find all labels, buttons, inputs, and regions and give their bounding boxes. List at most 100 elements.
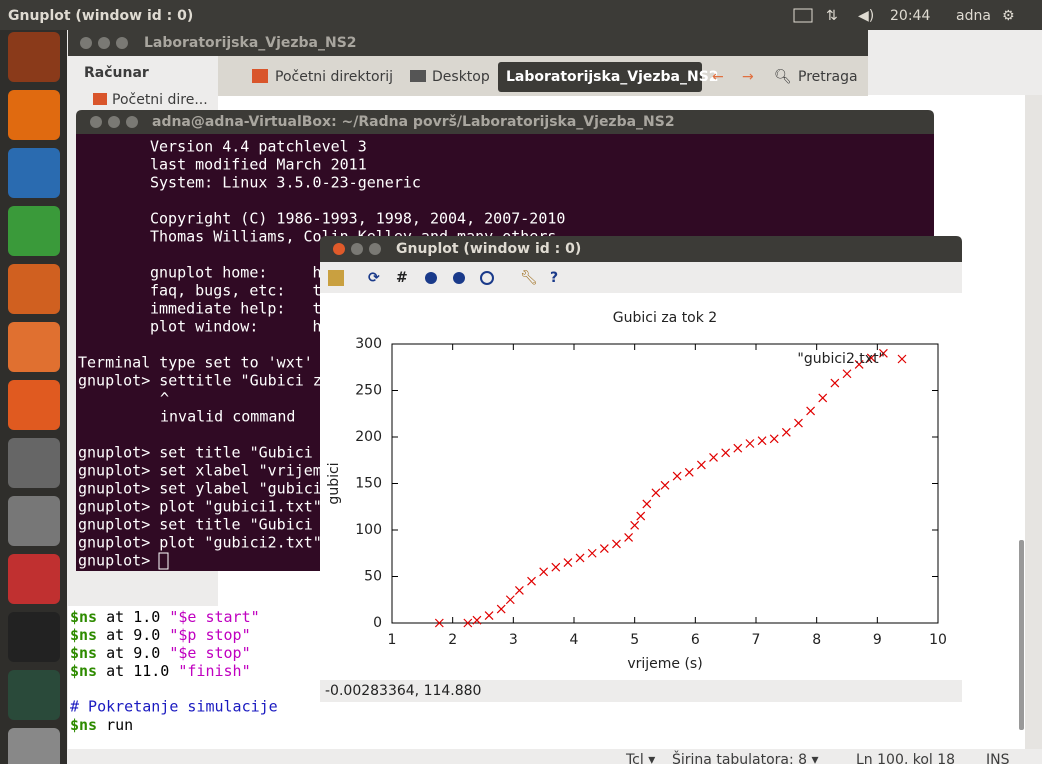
sidebar-item[interactable]: Početni dire...: [112, 92, 208, 108]
status-item[interactable]: Širina tabulatora: 8 ▾: [672, 750, 819, 764]
path-button[interactable]: Početni direktorij: [275, 69, 393, 85]
code-token: at 11.0: [97, 662, 178, 680]
gnuplot-titlebar: [320, 236, 962, 262]
maximize-button[interactable]: [116, 37, 128, 49]
data-point: [769, 434, 779, 444]
terminal-line: gnuplot> settitle "Gubici z: [78, 372, 322, 390]
y-tick-label: 300: [355, 336, 382, 352]
code-token: run: [97, 716, 133, 734]
user-name[interactable]: adna: [956, 8, 991, 24]
launcher-icon[interactable]: [8, 206, 60, 256]
data-point: [842, 369, 852, 379]
data-point: [818, 393, 828, 403]
close-button[interactable]: [90, 116, 102, 128]
scroll-thumb[interactable]: [1019, 540, 1024, 730]
y-tick-label: 150: [355, 476, 382, 492]
terminal-line: gnuplot>: [78, 552, 159, 570]
zoom-button[interactable]: [425, 272, 437, 284]
data-point: [599, 544, 609, 554]
x-tick-label: 9: [873, 632, 882, 648]
replot-button[interactable]: ⟳: [368, 270, 380, 286]
terminal-line: Version 4.4 patchlevel 3: [150, 138, 367, 156]
data-point: [636, 511, 646, 521]
back-button[interactable]: ←: [712, 69, 724, 85]
terminal-line: Terminal type set to 'wxt': [78, 354, 313, 372]
zoom-button[interactable]: [480, 271, 494, 285]
terminal-line: gnuplot> set ylabel "gubici: [78, 480, 322, 498]
code-token: "$e stop": [169, 644, 250, 662]
launcher-icon[interactable]: [8, 728, 60, 764]
search-icon[interactable]: 🔍︎: [774, 69, 792, 85]
launcher-icon[interactable]: [8, 438, 60, 488]
launcher-icon[interactable]: [8, 670, 60, 720]
x-tick-label: 2: [448, 632, 457, 648]
status-item: Ln 100, kol 18: [856, 752, 955, 764]
settings-icon[interactable]: ⚙: [1002, 8, 1015, 24]
scrollbar[interactable]: [1025, 95, 1042, 749]
clock[interactable]: 20:44: [890, 8, 930, 24]
launcher-icon[interactable]: [8, 380, 60, 430]
code-line: $ns at 11.0 "finish": [70, 662, 251, 680]
launcher-icon[interactable]: [8, 90, 60, 140]
launcher-icons: [8, 32, 60, 764]
y-tick-label: 50: [364, 569, 382, 585]
data-point: [830, 378, 840, 388]
launcher-icon[interactable]: [8, 322, 60, 372]
plot-area: [320, 293, 962, 680]
y-tick-label: 0: [373, 615, 382, 631]
launcher-icon[interactable]: [8, 496, 60, 546]
data-point: [660, 480, 670, 490]
network-icon[interactable]: ⇅: [826, 8, 838, 24]
launcher-icon[interactable]: [8, 148, 60, 198]
forward-button[interactable]: →: [742, 69, 754, 85]
data-point: [587, 548, 597, 558]
terminal-line: gnuplot> set title "Gubici: [78, 444, 313, 462]
x-tick-label: 1: [388, 632, 397, 648]
x-tick-label: 8: [812, 632, 821, 648]
code-token: at 1.0: [97, 608, 169, 626]
zoom-button[interactable]: [453, 272, 465, 284]
launcher-icon[interactable]: [8, 32, 60, 82]
close-button[interactable]: [80, 37, 92, 49]
maximize-button[interactable]: [369, 243, 381, 255]
path-button[interactable]: Desktop: [432, 69, 490, 85]
plot: Gubici za tok 2 vrijeme (s) gubici 1 2 3 4 5 6 7 8…: [326, 310, 947, 672]
terminal-line: last modified March 2011: [150, 156, 367, 174]
terminal-line: gnuplot> plot "gubici1.txt": [78, 498, 322, 516]
help-button[interactable]: ?: [550, 270, 558, 286]
launcher-icon[interactable]: [8, 554, 60, 604]
minimize-button[interactable]: [351, 243, 363, 255]
minimize-button[interactable]: [98, 37, 110, 49]
config-button[interactable]: 🔧︎: [520, 270, 538, 286]
x-axis-label: vrijeme (s): [627, 656, 702, 672]
terminal-line: immediate help: t: [150, 300, 322, 318]
terminal-line: gnuplot> set title "Gubici: [78, 516, 313, 534]
data-point: [806, 406, 816, 416]
data-point: [551, 562, 561, 572]
path-button[interactable]: Laboratorijska_Vjezba_NS2: [506, 69, 719, 85]
data-point: [696, 460, 706, 470]
copy-button[interactable]: [328, 270, 344, 286]
code-token: at 9.0: [97, 626, 169, 644]
desktop-icon: [410, 70, 426, 82]
x-tick-label: 4: [570, 632, 579, 648]
minimize-button[interactable]: [108, 116, 120, 128]
data-point: [472, 615, 482, 625]
close-button[interactable]: [333, 243, 345, 255]
editor-code: $ns at 1.0 "$e start"$ns at 9.0 "$p stop…: [70, 608, 278, 734]
search-button[interactable]: Pretraga: [798, 69, 858, 85]
launcher-icon[interactable]: [8, 612, 60, 662]
sound-icon[interactable]: ◀): [858, 8, 874, 24]
data-point: [672, 471, 682, 481]
code-token: $ns: [70, 716, 97, 734]
terminal-title: adna@adna-VirtualBox: ~/Radna površ/Labo…: [152, 114, 675, 130]
active-path-button[interactable]: [498, 62, 702, 92]
launcher-icon[interactable]: [8, 264, 60, 314]
mail-icon[interactable]: [793, 8, 813, 23]
grid-button[interactable]: #: [396, 270, 408, 286]
data-point: [484, 611, 494, 620]
data-point: [854, 360, 864, 369]
status-item[interactable]: Tcl ▾: [625, 752, 655, 764]
maximize-button[interactable]: [126, 116, 138, 128]
